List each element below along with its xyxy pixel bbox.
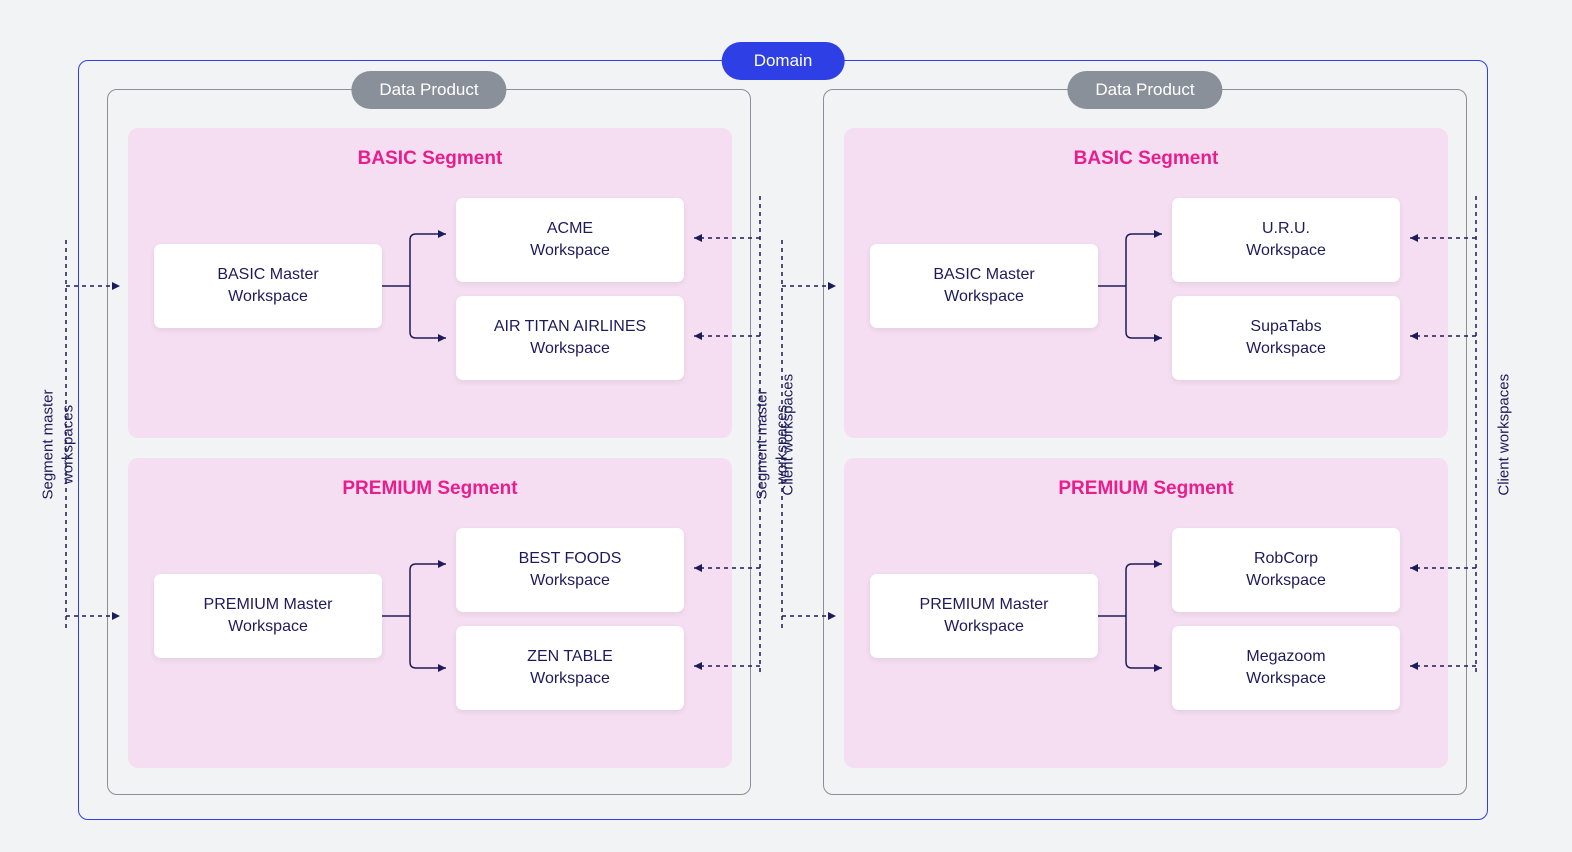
master-workspace-box: PREMIUM Master Workspace (870, 574, 1098, 658)
domain-pill: Domain (722, 42, 845, 80)
side-label-client-workspaces: Client workspaces (1494, 355, 1514, 515)
client-workspace-box: AIR TITAN AIRLINES Workspace (456, 296, 684, 380)
data-product-left: Data Product BASIC Segment BASIC Master … (107, 89, 751, 795)
client-workspace-box: ACME Workspace (456, 198, 684, 282)
segment-title: BASIC Segment (128, 148, 732, 170)
dotted-connector-right-icon (1402, 196, 1476, 674)
client-workspace-box: RobCorp Workspace (1172, 528, 1400, 612)
master-workspace-box: BASIC Master Workspace (870, 244, 1098, 328)
side-label-segment-master: Segment master workspaces (753, 365, 792, 525)
client-workspace-box: SupaTabs Workspace (1172, 296, 1400, 380)
segment-premium-right: PREMIUM Segment PREMIUM Master Workspace… (844, 458, 1448, 768)
segment-premium-left: PREMIUM Segment PREMIUM Master Workspace… (128, 458, 732, 768)
data-product-pill: Data Product (351, 71, 506, 109)
data-product-pill: Data Product (1067, 71, 1222, 109)
client-workspace-box: ZEN TABLE Workspace (456, 626, 684, 710)
segment-title: BASIC Segment (844, 148, 1448, 170)
segment-title: PREMIUM Segment (128, 478, 732, 500)
segment-basic-right: BASIC Segment BASIC Master Workspace U.R… (844, 128, 1448, 438)
master-workspace-box: PREMIUM Master Workspace (154, 574, 382, 658)
master-workspace-box: BASIC Master Workspace (154, 244, 382, 328)
connector-icon (1098, 198, 1172, 380)
client-workspace-box: Megazoom Workspace (1172, 626, 1400, 710)
connector-icon (382, 528, 456, 710)
client-workspace-box: U.R.U. Workspace (1172, 198, 1400, 282)
connector-icon (382, 198, 456, 380)
segment-title: PREMIUM Segment (844, 478, 1448, 500)
segment-basic-left: BASIC Segment BASIC Master Workspace ACM… (128, 128, 732, 438)
dotted-connector-right-icon (686, 196, 760, 674)
side-label-segment-master: Segment master workspaces (39, 365, 78, 525)
data-product-right: Data Product BASIC Segment BASIC Master … (823, 89, 1467, 795)
client-workspace-box: BEST FOODS Workspace (456, 528, 684, 612)
connector-icon (1098, 528, 1172, 710)
